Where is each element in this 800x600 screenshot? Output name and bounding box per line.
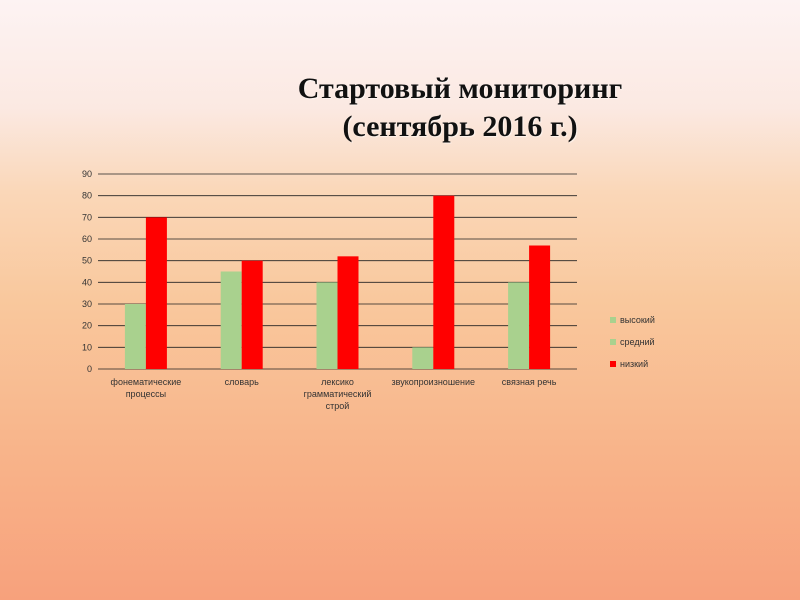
title-line-1: Стартовый мониторинг <box>297 72 623 105</box>
x-category-label: процессы <box>126 389 166 399</box>
y-tick-label: 0 <box>87 364 92 374</box>
slide-title: Стартовый мониторинг (сентябрь 2016 г.) <box>200 70 720 146</box>
y-tick-label: 50 <box>82 256 92 266</box>
y-tick-label: 80 <box>82 191 92 201</box>
y-tick-label: 10 <box>82 342 92 352</box>
x-category-label: связная речь <box>502 377 557 387</box>
x-category-label: строй <box>326 401 350 411</box>
y-tick-label: 30 <box>82 299 92 309</box>
x-category-label: фонематические <box>111 377 182 387</box>
legend-label: низкий <box>620 359 648 369</box>
bar-средний <box>220 271 242 369</box>
legend-swatch <box>610 339 616 345</box>
title-line-2: (сентябрь 2016 г.) <box>342 110 578 143</box>
bar-низкий <box>241 260 263 369</box>
bar-низкий <box>145 217 167 369</box>
y-tick-label: 90 <box>82 169 92 179</box>
bar-низкий <box>433 195 455 369</box>
bar-средний <box>412 347 434 369</box>
bar-средний <box>508 282 530 369</box>
y-tick-label: 70 <box>82 212 92 222</box>
y-tick-label: 60 <box>82 234 92 244</box>
bar-средний <box>316 282 338 369</box>
x-category-label: звукопроизношение <box>392 377 476 387</box>
x-category-label: словарь <box>225 377 260 387</box>
x-category-label: грамматический <box>304 389 372 399</box>
legend-swatch <box>610 317 616 323</box>
y-tick-label: 40 <box>82 277 92 287</box>
legend-swatch <box>610 361 616 367</box>
bar-низкий <box>337 256 359 369</box>
legend-label: средний <box>620 337 655 347</box>
y-tick-label: 20 <box>82 321 92 331</box>
legend-label: высокий <box>620 315 655 325</box>
bar-низкий <box>529 245 551 369</box>
bar-средний <box>124 304 146 369</box>
x-category-label: лексико <box>321 377 354 387</box>
